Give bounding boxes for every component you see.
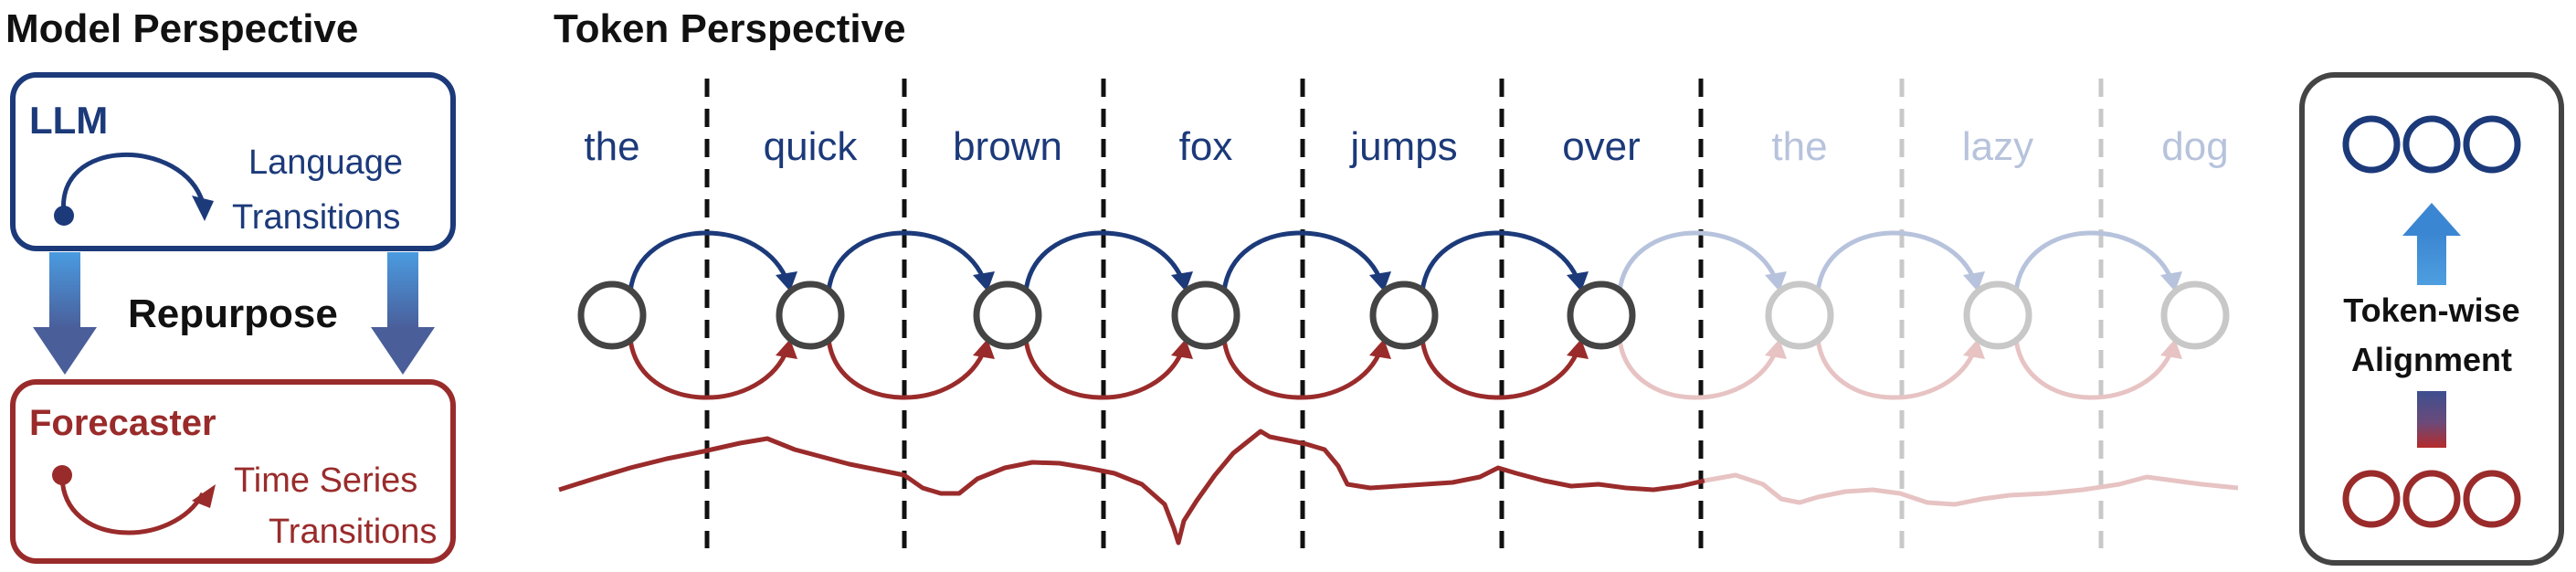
- token-perspective-panel: Token Perspective the quick brown fox jumps o…: [554, 6, 2239, 548]
- llm-caption-line-2: Transitions: [232, 198, 400, 237]
- llm-caption-line-1: Language: [248, 143, 403, 182]
- token-node: [1963, 281, 2032, 350]
- token-label: the: [1771, 124, 1827, 169]
- repurpose-arrow-left: [33, 252, 97, 375]
- token-label: brown: [953, 124, 1062, 169]
- series-transition-arc: [1023, 338, 1193, 400]
- token-label: over: [1562, 124, 1641, 169]
- series-token-slots: [2342, 470, 2521, 528]
- token-perspective-title: Token Perspective: [554, 6, 906, 51]
- token-node: [1765, 281, 1834, 350]
- time-series-active: [558, 429, 1705, 546]
- series-transition-arc: [1420, 338, 1589, 400]
- series-transition-arc: [826, 338, 995, 400]
- token-nodes: [577, 281, 2230, 350]
- token-node: [1369, 281, 1439, 350]
- model-perspective-panel: Model Perspective LLM Language Transitio…: [5, 6, 456, 564]
- alignment-up-arrow: [2402, 203, 2461, 285]
- token-labels: the quick brown fox jumps over the lazy dog: [584, 124, 2228, 169]
- language-transition-arc: [826, 230, 995, 292]
- language-slot-2: [2402, 115, 2461, 174]
- token-label: fox: [1179, 124, 1233, 169]
- token-node: [1567, 281, 1636, 350]
- token-label: jumps: [1348, 124, 1457, 169]
- alignment-label-line-1: Token-wise: [2343, 291, 2519, 329]
- token-node: [776, 281, 845, 350]
- forecaster-caption-line-1: Time Series: [234, 461, 417, 500]
- alignment-panel: Token-wise Alignment: [2299, 72, 2564, 566]
- token-node: [2160, 281, 2230, 350]
- series-transition-arc: [1221, 338, 1391, 400]
- language-transition-arc: [628, 230, 797, 292]
- forecaster-label: Forecaster: [29, 403, 216, 443]
- language-token-slots: [2342, 115, 2521, 174]
- language-transition-arc: [1420, 230, 1589, 292]
- token-dividers: [704, 79, 2104, 548]
- token-label: the: [584, 124, 639, 169]
- model-perspective-title: Model Perspective: [5, 6, 358, 51]
- llm-label: LLM: [29, 99, 108, 142]
- token-label: quick: [764, 124, 859, 169]
- repurpose-arrow-right: [371, 252, 435, 375]
- forecaster-transition-icon: [52, 465, 216, 535]
- forecaster-caption-line-2: Transitions: [269, 513, 437, 551]
- token-label: dog: [2161, 124, 2228, 169]
- llm-transition-icon: [54, 153, 214, 226]
- token-node: [1171, 281, 1240, 350]
- language-slot-1: [2342, 115, 2401, 174]
- alignment-label-line-2: Alignment: [2351, 341, 2512, 378]
- alignment-gradient-bar: [2417, 391, 2446, 448]
- token-node: [577, 281, 647, 350]
- series-slot-3: [2463, 470, 2521, 528]
- llm-box: LLM Language Transitions: [10, 72, 456, 251]
- token-label: lazy: [1962, 124, 2033, 169]
- series-slot-2: [2402, 470, 2461, 528]
- series-transition-arc: [628, 338, 797, 400]
- language-slot-3: [2463, 115, 2521, 174]
- time-series-line: [558, 429, 2239, 546]
- series-slot-1: [2342, 470, 2401, 528]
- forecaster-box: Forecaster Time Series Transitions: [10, 379, 456, 564]
- repurpose-label: Repurpose: [128, 291, 338, 336]
- language-transition-arc: [1023, 230, 1193, 292]
- time-series-faded: [1704, 472, 2239, 507]
- token-node: [973, 281, 1042, 350]
- language-transition-arc: [1221, 230, 1391, 292]
